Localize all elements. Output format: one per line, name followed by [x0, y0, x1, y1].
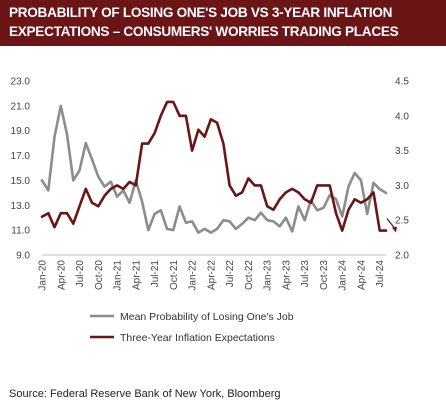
y-left-tick-label: 17.0 [11, 151, 31, 162]
x-tick-label: Apr-22 [206, 260, 217, 290]
x-tick-label: Apr-21 [131, 260, 142, 290]
x-tick-label: Jul-24 [375, 260, 386, 288]
x-tick-label: Jul-23 [300, 260, 311, 288]
y-left-tick-label: 9.0 [16, 251, 30, 262]
x-tick-label: Oct-22 [244, 260, 255, 290]
x-tick-label: Oct-20 [94, 260, 105, 290]
series-line-inflation-expectations [40, 100, 388, 232]
x-tick-label: Jul-21 [150, 260, 161, 288]
legend-label-job-loss: Mean Probability of Losing One's Job [120, 311, 294, 323]
x-tick-label: Jan-23 [263, 260, 274, 291]
series-line-job-loss [40, 104, 388, 234]
title-bar: PROBABILITY OF LOSING ONE'S JOB VS 3-YEA… [0, 0, 446, 46]
y-right-tick-label: 4.5 [395, 77, 409, 88]
x-tick-label: Oct-21 [169, 260, 180, 290]
chart-title-line-1: PROBABILITY OF LOSING ONE'S JOB VS 3-YEA… [9, 5, 393, 20]
y-right-tick-label: 2.5 [395, 216, 409, 227]
legend-label-inflation: Three-Year Inflation Expectations [120, 332, 275, 344]
x-tick-label: Apr-23 [281, 260, 292, 290]
chart-title-line-2: EXPECTATIONS – CONSUMERS' WORRIES TRADIN… [9, 24, 399, 39]
y-left-tick-label: 11.0 [11, 226, 30, 237]
x-tick-label: Jul-22 [225, 260, 236, 288]
trend-arrow-shaft [386, 218, 396, 230]
y-left-tick-label: 23.0 [11, 77, 31, 88]
y-left-tick-label: 19.0 [11, 126, 31, 137]
source-note: Source: Federal Reserve Bank of New York… [9, 388, 281, 400]
y-left-tick-label: 13.0 [11, 201, 31, 212]
x-tick-label: Jan-24 [338, 260, 349, 291]
line-chart: 9.0 11.0 13.0 15.0 17.0 19.0 21.0 23.0 2.0 2.5 3.0… [11, 77, 410, 344]
y-right-tick-label: 3.5 [395, 146, 409, 157]
x-tick-label: Apr-20 [56, 260, 67, 290]
x-tick-label: Jan-22 [188, 260, 199, 291]
y-left-tick-label: 15.0 [11, 176, 31, 187]
y-left-tick-label: 21.0 [11, 101, 31, 112]
x-tick-label: Jan-20 [38, 260, 49, 291]
y-right-tick-label: 3.0 [395, 181, 409, 192]
x-tick-label: Oct-23 [319, 260, 330, 290]
trend-arrow-head [392, 226, 397, 233]
x-tick-label: Apr-24 [356, 260, 367, 290]
y-right-tick-label: 2.0 [395, 251, 409, 262]
y-right-tick-label: 4.0 [395, 111, 409, 122]
x-tick-label: Jul-20 [75, 260, 86, 288]
x-tick-label: Jan-21 [113, 260, 124, 291]
